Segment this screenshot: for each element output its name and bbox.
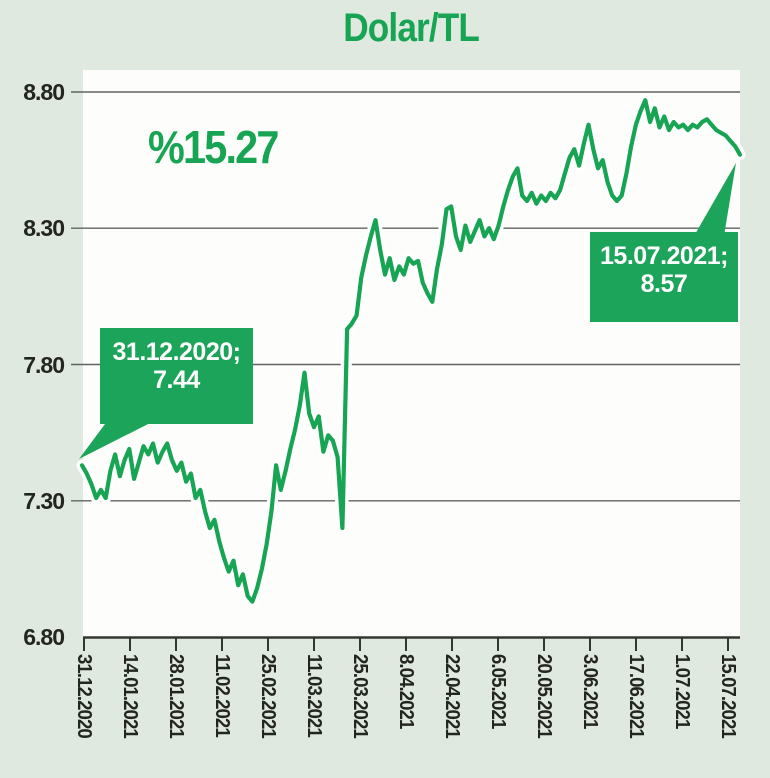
x-tick-label: 25.02.2021 xyxy=(257,654,279,738)
x-tick-label: 20.05.2021 xyxy=(533,654,555,738)
callout-end xyxy=(590,163,738,322)
x-tick-label: 22.04.2021 xyxy=(441,654,463,738)
callout-end-text: 15.07.2021; 8.57 xyxy=(590,242,738,298)
x-axis-ticks xyxy=(83,637,729,651)
chart-title-text: Dolar/TL xyxy=(343,6,481,50)
x-tick-label: 11.03.2021 xyxy=(303,654,325,737)
callout-end-date: 15.07.2021; xyxy=(600,242,728,270)
callout-start-date: 31.12.2020; xyxy=(112,338,241,366)
callout-start-box xyxy=(100,328,253,424)
callout-end-tail xyxy=(694,163,736,236)
x-tick-label: 11.02.2021 xyxy=(211,654,233,737)
y-tick-label: 8.80 xyxy=(23,79,65,105)
percent-change-text: %15.27 xyxy=(148,121,279,173)
x-tick-label: 3.06.2021 xyxy=(579,654,601,729)
callout-start-tail xyxy=(79,420,156,459)
y-tick-label: 6.80 xyxy=(23,624,65,650)
x-tick-label: 1.07.2021 xyxy=(671,654,693,729)
y-tick-label: 8.30 xyxy=(23,215,65,242)
callout-end-box xyxy=(590,232,738,322)
y-tick-label: 7.80 xyxy=(23,351,65,378)
callout-end-value: 8.57 xyxy=(640,270,688,298)
x-tick-label: 14.01.2021 xyxy=(119,654,141,738)
callout-start xyxy=(79,328,253,459)
x-tick-label: 31.12.2020 xyxy=(73,654,95,738)
chart-title: Dolar/TL xyxy=(83,6,740,51)
x-tick-label: 28.01.2021 xyxy=(165,654,187,738)
x-tick-label: 17.06.2021 xyxy=(625,654,647,738)
line-main xyxy=(79,98,743,604)
x-tick-label: 15.07.2021 xyxy=(717,654,739,738)
x-tick-label: 6.05.2021 xyxy=(487,654,509,729)
percent-change-label: %15.27 xyxy=(148,120,292,174)
y-tick-label: 7.30 xyxy=(23,487,65,514)
line-series xyxy=(76,94,746,608)
x-tick-label: 25.03.2021 xyxy=(349,654,371,738)
callout-start-value: 7.44 xyxy=(153,366,200,394)
callout-start-text: 31.12.2020; 7.44 xyxy=(100,338,253,394)
x-tick-label: 8.04.2021 xyxy=(395,654,417,729)
